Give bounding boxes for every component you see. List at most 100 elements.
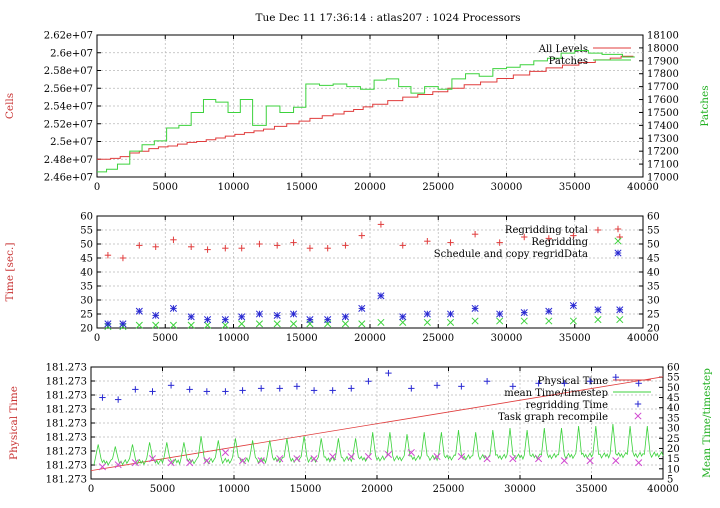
y2-tick-label: 45 — [667, 393, 680, 404]
y-tick-label: 181.273 — [46, 475, 87, 486]
legend-label-0: All Levels — [538, 44, 588, 55]
y2-tick-label: 25 — [667, 434, 680, 445]
y-tick-label: 2.6e+07 — [50, 48, 93, 59]
y-tick-label: 181.273 — [46, 419, 87, 430]
series-point-2 — [306, 316, 314, 324]
series-point-3 — [131, 459, 139, 467]
series-point-1 — [616, 316, 624, 324]
y-tick-label: 181.273 — [46, 363, 87, 374]
x-tick-label: 10000 — [218, 182, 250, 193]
series-point-3 — [293, 455, 301, 463]
series-point-3 — [407, 448, 415, 457]
series-point-3 — [329, 453, 337, 461]
series-point-2 — [358, 304, 366, 312]
x-tick-label: 15000 — [290, 484, 322, 495]
series-point-1 — [221, 321, 229, 329]
series-point-2 — [520, 309, 528, 317]
y2-tick-label: 35 — [667, 413, 680, 424]
series-point-1 — [341, 320, 349, 328]
y-tick-label: 2.62e+07 — [44, 31, 93, 42]
legend-label-2: regridding Time — [526, 400, 608, 411]
x-tick-label: 40000 — [627, 182, 659, 193]
x-tick-label: 40000 — [627, 333, 659, 344]
series-point-2 — [616, 306, 624, 314]
series-point-2 — [238, 313, 246, 321]
series-point-1 — [238, 320, 246, 328]
y2-tick-label: 40 — [667, 403, 680, 414]
series-point-3 — [186, 459, 194, 467]
y-tick-label: 2.5e+07 — [50, 137, 93, 148]
series-point-2 — [446, 310, 455, 318]
x-tick-label: 30000 — [491, 333, 523, 344]
series-point-3 — [612, 457, 620, 465]
y2-tick-label: 60 — [647, 212, 660, 223]
x-tick-label: 5000 — [153, 182, 178, 193]
series-point-2 — [471, 304, 479, 312]
y2-tick-label: 55 — [647, 226, 660, 237]
x-tick-label: 20000 — [354, 182, 386, 193]
x-tick-label: 20000 — [361, 484, 393, 495]
series-point-1 — [273, 320, 281, 328]
series-point-3 — [276, 455, 284, 463]
series-point-1 — [594, 316, 602, 324]
y-tick-label: 55 — [80, 226, 93, 237]
series-point-2 — [255, 310, 263, 318]
x-tick-label: 30000 — [491, 182, 523, 193]
series-point-2 — [204, 316, 212, 324]
y-tick-label: 181.273 — [46, 405, 87, 416]
legend-marker-2 — [614, 249, 622, 257]
series-point-1 — [169, 321, 177, 329]
series-point-2 — [341, 313, 349, 321]
y2-tick-label: 17500 — [647, 108, 679, 119]
x-tick-label: 20000 — [354, 333, 386, 344]
series-point-1 — [377, 318, 385, 326]
series-point-3 — [257, 457, 265, 465]
series-point-2 — [135, 307, 143, 315]
y2-tick-label: 17900 — [647, 56, 679, 67]
series-point-1 — [399, 318, 407, 326]
series-line-1 — [93, 423, 664, 466]
x-tick-label: 5000 — [150, 484, 175, 495]
legend-label-3: Task graph recompile — [498, 412, 608, 423]
series-point-3 — [457, 453, 465, 461]
series-point-3 — [384, 451, 392, 459]
series-point-2 — [169, 304, 177, 312]
series-point-1 — [204, 321, 212, 329]
y2-tick-label: 17400 — [647, 121, 679, 132]
series-point-3 — [98, 463, 106, 471]
series-point-1 — [423, 318, 431, 326]
y-tick-label: 45 — [80, 254, 93, 265]
series-point-2 — [594, 306, 602, 314]
series-point-3 — [635, 459, 643, 467]
x-tick-label: 15000 — [286, 333, 318, 344]
series-point-2 — [423, 310, 431, 318]
series-line-0 — [97, 55, 634, 160]
x-tick-label: 0 — [88, 484, 94, 495]
series-point-3 — [310, 455, 318, 463]
x-tick-label: 25000 — [422, 182, 454, 193]
series-point-1 — [358, 320, 366, 328]
series-point-2 — [152, 311, 160, 319]
series-point-3 — [586, 457, 594, 465]
x-tick-label: 40000 — [647, 484, 679, 495]
y-tick-label: 20 — [80, 324, 93, 335]
series-point-2 — [119, 320, 127, 328]
x-tick-label: 0 — [94, 182, 100, 193]
y2-tick-label: 18100 — [647, 31, 679, 42]
series-point-3 — [347, 453, 355, 461]
y2-axis-label: Patches — [699, 85, 711, 126]
y2-tick-label: 30 — [647, 296, 660, 307]
y-tick-label: 2.52e+07 — [44, 119, 93, 130]
series-point-3 — [535, 455, 543, 463]
y-tick-label: 25 — [80, 310, 93, 321]
y-tick-label: 181.273 — [46, 447, 87, 458]
y2-tick-label: 20 — [647, 324, 660, 335]
y2-tick-label: 5 — [667, 475, 673, 486]
series-point-2 — [273, 311, 281, 319]
x-tick-label: 10000 — [218, 484, 250, 495]
legend-label-1: Regridding — [531, 237, 588, 248]
y2-tick-label: 50 — [647, 240, 660, 251]
y2-tick-label: 15 — [667, 454, 680, 465]
y2-tick-label: 55 — [667, 373, 680, 384]
y2-tick-label: 17700 — [647, 82, 679, 93]
